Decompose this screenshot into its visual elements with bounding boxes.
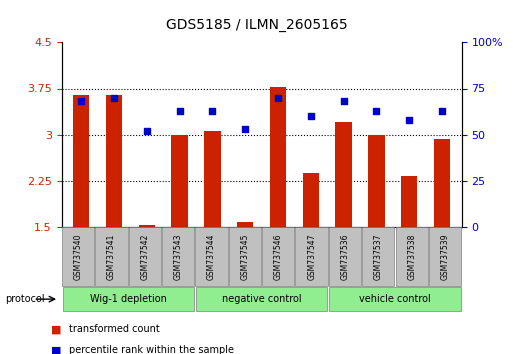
Bar [106,95,122,227]
Point [274,95,282,101]
Point [110,95,118,101]
Text: ■: ■ [51,346,62,354]
Point [175,108,184,113]
Point [307,113,315,119]
Text: GSM737546: GSM737546 [274,233,283,280]
Text: GSM737543: GSM737543 [174,233,183,280]
Point [372,108,381,113]
Text: GSM737542: GSM737542 [141,233,149,280]
Text: vehicle control: vehicle control [359,294,431,304]
Point [77,98,85,104]
Bar [73,95,89,227]
Bar [368,135,385,227]
Text: negative control: negative control [222,294,302,304]
Text: protocol: protocol [5,294,45,304]
Text: GSM737537: GSM737537 [374,233,383,280]
Bar [270,87,286,227]
Text: GDS5185 / ILMN_2605165: GDS5185 / ILMN_2605165 [166,18,347,32]
Text: transformed count: transformed count [69,324,160,334]
Text: Wig-1 depletion: Wig-1 depletion [90,294,167,304]
Text: GSM737545: GSM737545 [241,233,249,280]
Text: GSM737536: GSM737536 [341,233,349,280]
Point [340,98,348,104]
Text: GSM737547: GSM737547 [307,233,316,280]
Point [208,108,216,113]
Text: GSM737541: GSM737541 [107,233,116,280]
Text: GSM737539: GSM737539 [441,233,449,280]
Bar [336,122,352,227]
Point [405,117,413,122]
Bar [401,176,418,227]
Text: GSM737544: GSM737544 [207,233,216,280]
Text: GSM737538: GSM737538 [407,233,416,280]
Bar [237,222,253,227]
Text: ■: ■ [51,324,62,334]
Point [438,108,446,113]
Bar [139,225,155,227]
Point [241,126,249,132]
Point [143,128,151,134]
Bar [204,131,221,227]
Bar [303,172,319,227]
Bar [434,139,450,227]
Text: GSM737540: GSM737540 [74,233,83,280]
Text: percentile rank within the sample: percentile rank within the sample [69,346,234,354]
Bar [171,135,188,227]
